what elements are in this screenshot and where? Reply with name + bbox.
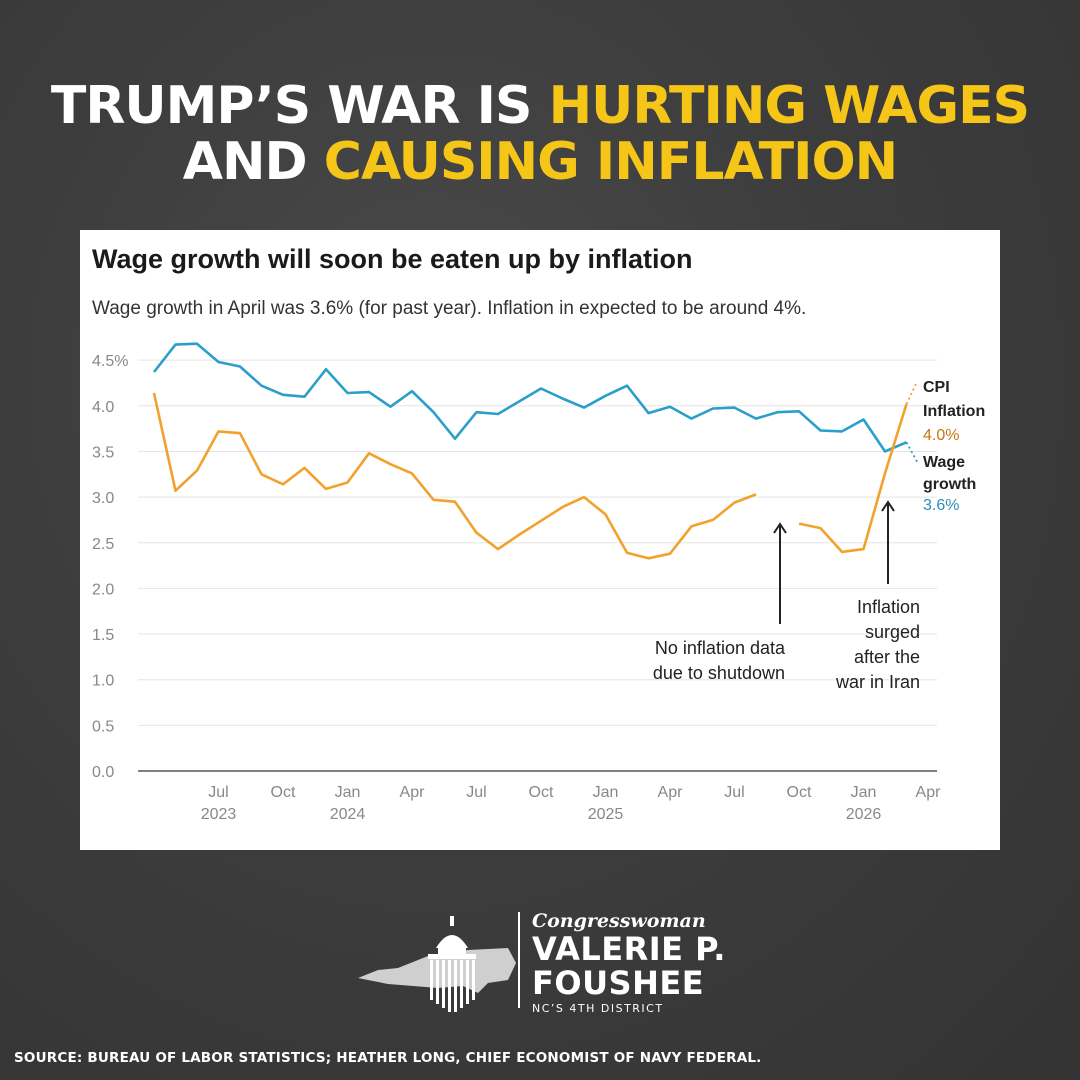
chart-title: Wage growth will soon be eaten up by inf… (92, 244, 693, 274)
capitol-state-logo (358, 912, 520, 1012)
y-tick-label: 1.5 (92, 627, 114, 644)
annotation-shutdown-line-1: No inflation data (655, 638, 786, 658)
wage-final-value: 3.6% (923, 497, 959, 514)
x-tick-label: Jan (593, 784, 619, 801)
headline-white-2: AND (182, 132, 324, 192)
annotation-war-line-4: war in Iran (835, 672, 920, 692)
x-tick-label: Jul (724, 784, 744, 801)
x-tick-label: Oct (529, 784, 554, 801)
x-tick-label: Oct (787, 784, 812, 801)
x-tick-label: Jan (335, 784, 361, 801)
logo-district: NC’S 4TH DISTRICT (532, 1002, 664, 1015)
cpi-label-line-2: Inflation (923, 403, 985, 420)
annotation-war-line-1: Inflation (857, 597, 920, 617)
headline-yellow-2: CAUSING INFLATION (323, 132, 898, 192)
x-tick-year: 2025 (588, 806, 624, 823)
line-chart: 4.5% 4.0 3.5 3.0 2.5 2.0 1.5 1.0 0.5 0.0 Jul 2023 Oc… (92, 342, 985, 823)
x-tick-year: 2024 (330, 806, 366, 823)
annotation-war-line-2: surged (865, 622, 920, 642)
wage-growth-line (152, 342, 908, 453)
y-tick-label: 2.0 (92, 581, 114, 598)
x-tick-label: Jul (466, 784, 486, 801)
logo-divider (518, 912, 520, 1008)
x-tick-label: Apr (916, 784, 942, 801)
headline-yellow-1: HURTING WAGES (548, 76, 1030, 136)
logo-text: Congresswoman VALERIE P. FOUSHEE NC’S 4T… (532, 910, 726, 1015)
cpi-inflation-line (152, 392, 757, 560)
x-tick-year: 2023 (201, 806, 237, 823)
x-tick-label: Oct (271, 784, 296, 801)
shutdown-arrow-head (773, 522, 787, 534)
x-tick-year: 2026 (846, 806, 882, 823)
y-tick-label: 4.0 (92, 399, 114, 416)
annotation-shutdown-line-2: due to shutdown (653, 663, 785, 683)
x-tick-label: Jul (208, 784, 228, 801)
y-tick-label: 0.0 (92, 764, 114, 781)
war-arrow-head (881, 500, 895, 512)
headline-line-2: AND CAUSING INFLATION (0, 134, 1080, 190)
wage-projection-line (905, 441, 920, 465)
logo-name-1: VALERIE P. (532, 930, 726, 968)
annotation-war-line-3: after the (854, 647, 920, 667)
y-tick-label: 4.5% (92, 353, 128, 370)
x-tick-label: Apr (658, 784, 684, 801)
y-tick-label: 2.5 (92, 536, 114, 553)
cpi-final-value: 4.0% (923, 427, 959, 444)
headline-white-1: TRUMP’S WAR IS (50, 76, 549, 136)
y-tick-label: 0.5 (92, 718, 114, 735)
cpi-projection-line (905, 382, 918, 405)
source-note: SOURCE: BUREAU OF LABOR STATISTICS; HEAT… (14, 1050, 762, 1066)
x-tick-label: Jan (851, 784, 877, 801)
logo-name-2: FOUSHEE (532, 964, 705, 1002)
logo-title: Congresswoman (532, 910, 706, 932)
cpi-label-line-1: CPI (923, 379, 950, 396)
cpi-inflation-line (798, 403, 908, 554)
headline-line-1: TRUMP’S WAR IS HURTING WAGES (0, 78, 1080, 134)
chart-subtitle: Wage growth in April was 3.6% (for past … (92, 298, 807, 319)
y-tick-label: 3.5 (92, 444, 114, 461)
chart-card: Wage growth will soon be eaten up by inf… (80, 230, 1000, 850)
wage-label-line-1: Wage (923, 454, 965, 471)
wage-label-line-2: growth (923, 476, 976, 493)
y-tick-label: 3.0 (92, 490, 114, 507)
headline: TRUMP’S WAR IS HURTING WAGES AND CAUSING… (0, 78, 1080, 190)
capitol-icon (428, 916, 476, 1012)
y-tick-label: 1.0 (92, 673, 114, 690)
x-tick-label: Apr (400, 784, 426, 801)
